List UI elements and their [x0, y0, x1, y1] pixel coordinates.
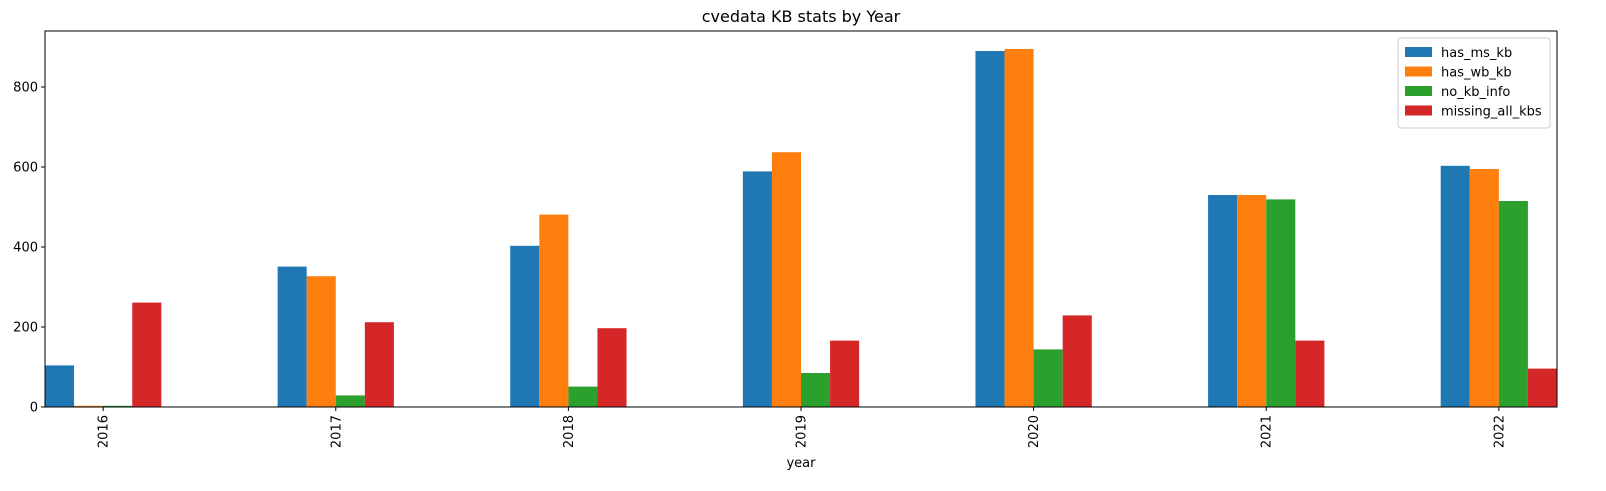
- bar-has_wb_kb-2020: [1004, 49, 1034, 407]
- bar-no_kb_info-2021: [1266, 199, 1296, 407]
- legend-label-missing_all_kbs: missing_all_kbs: [1441, 105, 1542, 120]
- x-tick-label: 2022: [1492, 415, 1507, 448]
- bar-has_wb_kb-2022: [1469, 169, 1499, 407]
- bar-no_kb_info-2019: [801, 373, 831, 407]
- bar-no_kb_info-2016: [103, 405, 133, 407]
- bar-missing_all_kbs-2022: [1527, 368, 1557, 407]
- bar-missing_all_kbs-2016: [132, 302, 162, 407]
- bar-missing_all_kbs-2021: [1295, 340, 1325, 407]
- bar-missing_all_kbs-2020: [1062, 315, 1092, 407]
- bar-has_ms_kb-2019: [742, 171, 772, 407]
- bar-no_kb_info-2018: [568, 386, 598, 407]
- y-tick-label: 800: [13, 81, 38, 96]
- bar-has_ms_kb-2018: [510, 245, 540, 407]
- x-tick-label: 2020: [1027, 415, 1042, 448]
- bar-has_wb_kb-2018: [539, 214, 569, 407]
- bar-has_ms_kb-2017: [277, 266, 307, 407]
- bar-no_kb_info-2020: [1033, 349, 1063, 407]
- chart-title: cvedata KB stats by Year: [702, 7, 901, 26]
- bar-has_wb_kb-2016: [74, 405, 104, 407]
- x-tick-label: 2018: [562, 415, 577, 448]
- bar-missing_all_kbs-2018: [597, 328, 627, 407]
- bar-missing_all_kbs-2019: [830, 340, 860, 407]
- legend-label-no_kb_info: no_kb_info: [1441, 85, 1510, 100]
- axes-group: 0 200 400 600 800 2016 2017 2018 2019 2020 2021 202…: [13, 30, 1558, 448]
- bar-has_ms_kb-2016: [45, 365, 75, 407]
- y-tick-label: 400: [13, 241, 38, 256]
- bar-has_ms_kb-2022: [1440, 165, 1470, 407]
- bar-has_wb_kb-2019: [771, 152, 801, 407]
- x-tick-label: 2017: [329, 415, 344, 448]
- x-axis-label: year: [786, 456, 816, 471]
- y-tick-label: 0: [30, 401, 38, 416]
- legend-swatch-has_wb_kb: [1405, 66, 1432, 77]
- legend: has_ms_kb has_wb_kb no_kb_info missing_all_…: [1397, 37, 1551, 129]
- bar-has_ms_kb-2020: [975, 51, 1005, 407]
- bar-has_ms_kb-2021: [1208, 195, 1238, 407]
- bar-has_wb_kb-2017: [306, 276, 336, 407]
- legend-box: [1397, 37, 1551, 129]
- legend-swatch-no_kb_info: [1405, 86, 1432, 96]
- bars-group: [45, 49, 1557, 407]
- x-tick-label: 2019: [795, 415, 810, 448]
- legend-label-has_ms_kb: has_ms_kb: [1441, 46, 1512, 61]
- bar-no_kb_info-2017: [335, 395, 365, 407]
- x-tick-label: 2021: [1260, 415, 1275, 448]
- y-tick-label: 200: [13, 321, 38, 336]
- x-tick-label: 2016: [97, 415, 112, 448]
- legend-label-has_wb_kb: has_wb_kb: [1441, 66, 1512, 81]
- legend-swatch-has_ms_kb: [1405, 47, 1432, 57]
- bar-missing_all_kbs-2017: [364, 322, 394, 407]
- bar-has_wb_kb-2021: [1237, 195, 1267, 407]
- y-tick-label: 600: [13, 161, 38, 176]
- bar-no_kb_info-2022: [1498, 201, 1528, 407]
- legend-swatch-missing_all_kbs: [1405, 105, 1432, 116]
